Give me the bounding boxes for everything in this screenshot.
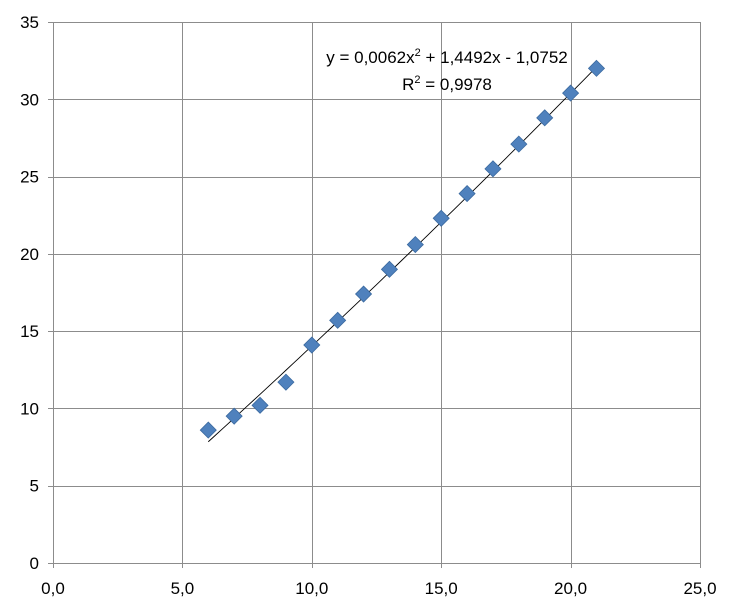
data-point (587, 59, 606, 77)
trendline-annotation: y = 0,0062x2 + 1,4492x - 1,0752 R2 = 0,9… (326, 47, 567, 94)
data-point (406, 236, 424, 254)
data-point (354, 285, 373, 303)
data-point (510, 135, 528, 153)
x-tick-label: 0,0 (41, 579, 65, 598)
x-tick-label: 20,0 (554, 579, 587, 598)
y-tick-label: 35 (20, 13, 39, 32)
trendline-group (207, 66, 597, 443)
axes (48, 22, 701, 568)
data-point (199, 421, 217, 439)
data-point (458, 185, 476, 203)
data-point (277, 373, 295, 391)
data-points (199, 59, 606, 439)
y-tick-label: 25 (20, 168, 39, 187)
data-point (536, 109, 554, 127)
trendline-equation: y = 0,0062x2 + 1,4492x - 1,0752 (326, 47, 567, 67)
data-point (484, 160, 502, 178)
r2-prefix: R (402, 75, 414, 94)
data-point (380, 260, 399, 278)
data-point (329, 311, 347, 329)
y-tick-label: 5 (30, 477, 39, 496)
y-tick-label: 0 (30, 554, 39, 573)
equation-exponent: 2 (415, 47, 421, 59)
data-point (251, 396, 269, 414)
data-point (225, 407, 243, 425)
equation-prefix: y = 0,0062x (326, 48, 415, 67)
y-tick-label: 10 (20, 399, 39, 418)
data-point (303, 336, 321, 354)
gridlines (53, 22, 701, 563)
data-point (562, 84, 580, 102)
x-tick-label: 10,0 (295, 579, 328, 598)
data-point (432, 209, 450, 227)
trendline (207, 66, 597, 443)
y-tick-label: 30 (20, 90, 39, 109)
tick-labels: 0,0 5,0 10,0 15,0 20,0 25,0 0 5 10 15 20 25 30 35 (20, 13, 716, 598)
x-tick-label: 5,0 (171, 579, 195, 598)
y-tick-label: 20 (20, 245, 39, 264)
trendline-r-squared: R2 = 0,9978 (402, 74, 492, 94)
x-tick-label: 25,0 (683, 579, 716, 598)
equation-suffix: + 1,4492x - 1,0752 (421, 48, 568, 67)
r2-suffix: = 0,9978 (421, 75, 492, 94)
y-tick-label: 15 (20, 322, 39, 341)
r2-exponent: 2 (414, 74, 420, 86)
x-tick-label: 15,0 (425, 579, 458, 598)
